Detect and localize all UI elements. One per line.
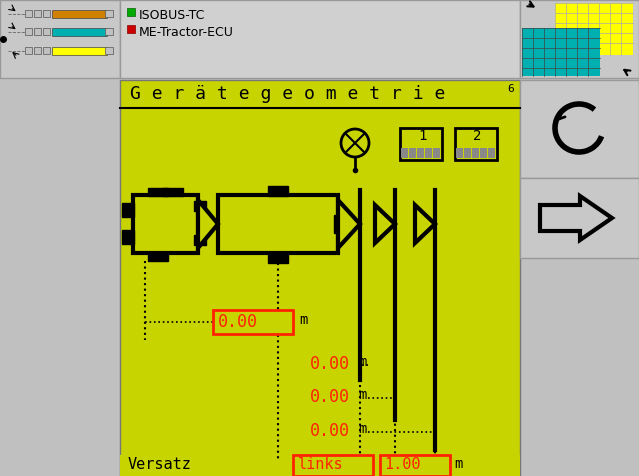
Text: 1.00: 1.00 [384, 457, 420, 472]
Bar [127, 25, 135, 33]
Bar [43, 28, 50, 35]
Text: m: m [358, 355, 366, 369]
Bar [34, 28, 41, 35]
Bar [148, 188, 168, 196]
Text: 0.00: 0.00 [310, 388, 350, 406]
Bar [25, 28, 32, 35]
Text: m: m [358, 388, 366, 402]
Polygon shape [375, 205, 395, 243]
Polygon shape [198, 200, 218, 248]
Bar [522, 28, 600, 76]
Bar [34, 47, 41, 54]
Text: m: m [299, 313, 307, 327]
Bar [0, 0, 120, 78]
Text: 2: 2 [473, 129, 481, 143]
Bar [520, 0, 639, 78]
Text: 0.00: 0.00 [218, 313, 258, 331]
Bar [120, 80, 520, 476]
Bar [401, 148, 408, 158]
Bar [456, 148, 463, 158]
Bar [120, 0, 520, 78]
Bar [425, 148, 432, 158]
Bar [43, 10, 50, 17]
Polygon shape [338, 200, 360, 248]
Text: G e r ä t e g e o m e t r i e: G e r ä t e g e o m e t r i e [130, 85, 445, 103]
Bar [122, 230, 134, 244]
Bar [268, 253, 288, 263]
Bar [213, 310, 293, 334]
Bar [163, 188, 183, 196]
Bar [52, 47, 107, 55]
Text: 0.00: 0.00 [310, 422, 350, 440]
Bar [194, 201, 206, 211]
Bar [293, 455, 373, 476]
Bar [334, 215, 346, 233]
Text: links: links [298, 457, 344, 472]
Bar [417, 148, 424, 158]
Bar [194, 235, 206, 245]
Bar [455, 128, 497, 160]
Bar [555, 3, 633, 55]
Bar [122, 203, 134, 217]
Bar [400, 128, 442, 160]
Bar [25, 10, 32, 17]
Bar [120, 455, 520, 476]
Bar [218, 195, 338, 253]
Bar [105, 10, 113, 17]
Text: ME-Tractor-ECU: ME-Tractor-ECU [139, 26, 234, 39]
Bar [148, 253, 168, 261]
Bar [380, 455, 450, 476]
Bar [480, 148, 487, 158]
Bar [34, 10, 41, 17]
Bar [472, 148, 479, 158]
Bar [433, 148, 440, 158]
Bar [464, 148, 471, 158]
Text: 1: 1 [418, 129, 426, 143]
Bar [127, 8, 135, 16]
Bar [52, 10, 107, 18]
Bar [105, 47, 113, 54]
Bar [488, 148, 495, 158]
Text: 6: 6 [507, 84, 514, 94]
Bar [43, 47, 50, 54]
Bar [133, 195, 198, 253]
Text: m: m [358, 422, 366, 436]
Bar [520, 178, 639, 258]
Bar [409, 148, 416, 158]
Polygon shape [415, 205, 435, 243]
Bar [52, 28, 107, 36]
Text: 0.00: 0.00 [310, 355, 350, 373]
Bar [520, 80, 639, 178]
Bar [268, 186, 288, 196]
Text: Versatz: Versatz [128, 457, 192, 472]
Text: ISOBUS-TC: ISOBUS-TC [139, 9, 205, 22]
Bar [25, 47, 32, 54]
Bar [105, 28, 113, 35]
Text: m: m [454, 457, 463, 471]
